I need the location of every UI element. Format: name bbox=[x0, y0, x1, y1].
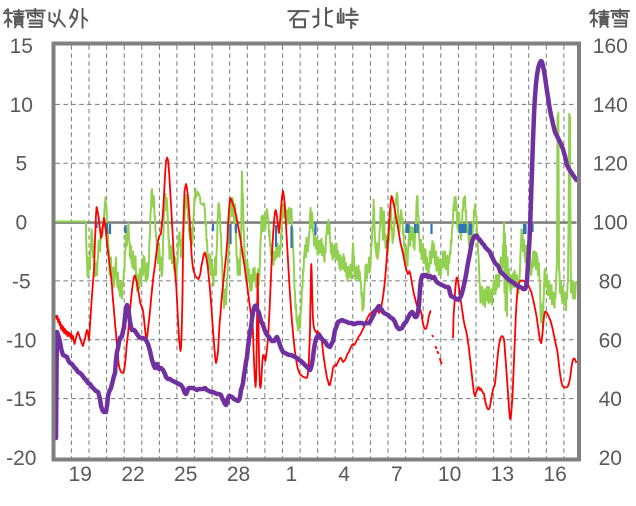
svg-text:-15: -15 bbox=[6, 388, 36, 411]
svg-text:-10: -10 bbox=[6, 329, 36, 352]
svg-text:-20: -20 bbox=[6, 447, 36, 470]
svg-text:5: 5 bbox=[15, 153, 27, 176]
svg-text:7: 7 bbox=[391, 463, 403, 486]
svg-text:13: 13 bbox=[491, 463, 514, 486]
svg-text:16: 16 bbox=[543, 463, 566, 486]
svg-text:0: 0 bbox=[15, 212, 27, 235]
svg-text:160: 160 bbox=[593, 35, 628, 58]
svg-text:25: 25 bbox=[174, 463, 197, 486]
svg-text:120: 120 bbox=[593, 153, 628, 176]
svg-text:80: 80 bbox=[599, 270, 622, 293]
svg-text:40: 40 bbox=[599, 388, 622, 411]
svg-text:1: 1 bbox=[285, 463, 297, 486]
svg-text:60: 60 bbox=[599, 329, 622, 352]
svg-text:20: 20 bbox=[599, 447, 622, 470]
svg-text:-5: -5 bbox=[12, 270, 31, 293]
svg-text:19: 19 bbox=[69, 463, 92, 486]
svg-text:28: 28 bbox=[227, 463, 250, 486]
svg-text:10: 10 bbox=[10, 94, 33, 117]
svg-text:15: 15 bbox=[10, 35, 33, 58]
svg-text:100: 100 bbox=[593, 212, 628, 235]
svg-text:140: 140 bbox=[593, 94, 628, 117]
svg-text:10: 10 bbox=[438, 463, 461, 486]
svg-text:4: 4 bbox=[338, 463, 350, 486]
svg-text:22: 22 bbox=[121, 463, 144, 486]
